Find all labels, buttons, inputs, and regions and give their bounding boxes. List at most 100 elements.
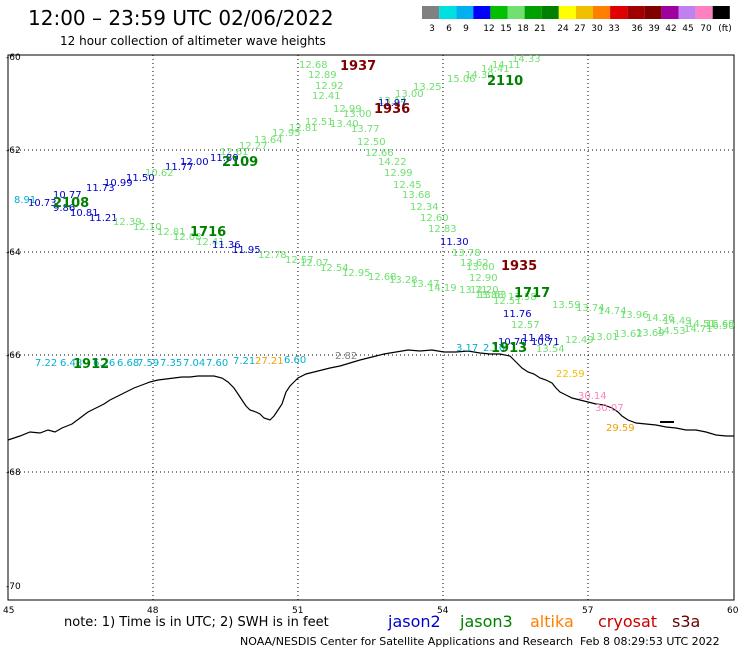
wave-height-label: 7.21 — [233, 356, 255, 367]
wave-height-label: 12.99 — [333, 104, 362, 115]
wave-height-label: 2.82 — [335, 351, 357, 362]
wave-height-label: 12.49 — [565, 335, 594, 346]
wave-height-label: 12.57 — [511, 320, 540, 331]
legend-jason3: jason3 — [459, 612, 513, 631]
wave-height-label: 14.19 — [428, 283, 457, 294]
wave-height-label: 13.64 — [254, 135, 283, 146]
wave-height-label: 13.88 — [475, 290, 504, 301]
colorbar-label: 24 — [557, 24, 569, 34]
wave-height-label: 12.45 — [393, 180, 422, 191]
wave-height-label: 11.48 — [522, 333, 551, 344]
colorbar-label: 15 — [500, 24, 511, 34]
wave-height-label: 12.39 — [113, 217, 142, 228]
wave-height-label: 13.96 — [620, 310, 649, 321]
pass-time-label: 2108 — [53, 196, 89, 211]
longitude-labels: 45 48 51 54 57 60 — [3, 606, 739, 616]
wave-height-label: 10.70 — [498, 337, 527, 348]
wave-height-label: 12.60 — [420, 213, 449, 224]
lon-label: 48 — [147, 606, 159, 616]
wave-height-label: 6.48 — [60, 358, 82, 369]
wave-height-label: 12.57 — [285, 255, 314, 266]
lon-label: 60 — [727, 606, 739, 616]
colorbar-label: 33 — [608, 24, 619, 34]
wave-height-label: 15.69 — [706, 319, 735, 330]
wave-height-label: 12.90 — [469, 273, 498, 284]
pass-time-label: 1717 — [514, 286, 550, 301]
lat-label: -60 — [6, 53, 21, 63]
wave-height-label: 13.62 — [460, 258, 489, 269]
wave-height-label: 12.00 — [180, 157, 209, 168]
pass-time-label: 1912 — [73, 357, 109, 372]
wave-height-label: 13.00 — [466, 262, 495, 273]
colorbar-cell — [678, 6, 696, 19]
colorbar-cell — [575, 6, 593, 19]
satellite-legend: jason2 jason3 altika cryosat s3a — [387, 612, 700, 631]
colorbar-label: 36 — [631, 24, 643, 34]
latitude-labels: -60 -62 -64 -66 -68 -70 — [6, 53, 21, 592]
footer-credit: NOAA/NESDIS Center for Satellite Applica… — [240, 635, 573, 648]
wave-height-label: 13.00 — [395, 89, 424, 100]
wave-height-label: 11.95 — [232, 245, 261, 256]
colorbar-cell — [541, 6, 559, 19]
wave-height-label: 12.81 — [157, 227, 186, 238]
wave-height-label: 11.80 — [210, 153, 239, 164]
wave-height-label: 13.54 — [536, 344, 565, 355]
wave-height-label: 6.26 — [93, 358, 115, 369]
wave-height-label: 13.47 — [411, 279, 440, 290]
wave-height-label: 13.14 — [378, 96, 407, 107]
colorbar: 3 6 9 12 15 18 21 24 27 30 33 36 39 42 4… — [422, 6, 732, 34]
colorbar-cell — [507, 6, 525, 19]
wave-height-label: 12.51 — [493, 296, 522, 307]
colorbar-cell — [644, 6, 662, 19]
wave-height-label: 14.74 — [598, 306, 627, 317]
wave-height-labels: 12.6812.8912.9212.4112.9913.0013.4013.77… — [14, 54, 735, 434]
wave-height-label: 27.21 — [255, 356, 284, 367]
lon-label: 57 — [582, 606, 593, 616]
lat-label: -62 — [6, 146, 21, 156]
wave-height-label: 12.61 — [220, 147, 249, 158]
wave-height-label: 12.78 — [258, 250, 287, 261]
footer-timestamp: Feb 8 08:29:53 UTC 2022 — [580, 635, 720, 648]
colorbar-label: 27 — [574, 24, 585, 34]
wave-height-label: 14.49 — [663, 316, 692, 327]
pass-time-labels: 1937 1936 1935 2110 2109 2108 1716 1717 1913 1912 — [53, 59, 550, 372]
wave-height-label: 3.17 — [456, 343, 478, 354]
wave-height-label: 12.83 — [428, 224, 457, 235]
antarctic-coastline — [7, 349, 734, 441]
lat-label: -68 — [6, 468, 21, 478]
pass-time-label: 1935 — [501, 259, 537, 274]
pass-time-label: 1937 — [340, 59, 376, 74]
colorbar-label: 39 — [648, 24, 660, 34]
map-subtitle: 12 hour collection of altimeter wave hei… — [60, 34, 326, 48]
wave-height-label: 7.22 — [35, 358, 57, 369]
wave-height-label: 12.50 — [357, 137, 386, 148]
wave-height-label: 10.99 — [104, 178, 133, 189]
wave-height-label: 13.00 — [343, 109, 372, 120]
colorbar-label: 9 — [463, 24, 469, 34]
colorbar-labels: 3 6 9 12 15 18 21 24 27 30 33 36 39 42 4… — [429, 24, 732, 34]
wave-height-label: 12.41 — [196, 237, 225, 248]
wave-height-label: 12.66 — [365, 148, 394, 159]
wave-height-label: 6.60 — [284, 355, 306, 366]
wave-height-label: 12.54 — [320, 263, 349, 274]
wave-height-label: 12.68 — [368, 272, 397, 283]
wave-height-label: 8.91 — [14, 195, 36, 206]
colorbar-cell — [695, 6, 713, 19]
colorbar-cell — [524, 6, 542, 19]
wave-height-label: 7.04 — [183, 358, 205, 369]
wave-height-label: 13.40 — [330, 119, 359, 130]
colorbar-label: 12 — [483, 24, 494, 34]
wave-height-label: 13.63 — [478, 290, 507, 301]
pass-time-label: 2110 — [487, 74, 523, 89]
graticule — [8, 55, 734, 600]
wave-height-label: 11.97 — [378, 98, 407, 109]
map-frame — [7, 54, 735, 601]
wave-height-label: 11.21 — [89, 213, 118, 224]
wave-height-label: 11.77 — [165, 162, 194, 173]
wave-height-label: 10.71 — [531, 337, 560, 348]
wave-height-label: 14.53 — [657, 326, 686, 337]
wave-height-label: 7.60 — [206, 358, 228, 369]
pass-time-label: 1716 — [190, 225, 226, 240]
wave-height-label: 14.22 — [378, 157, 407, 168]
wave-height-label: 7.59 — [137, 358, 159, 369]
